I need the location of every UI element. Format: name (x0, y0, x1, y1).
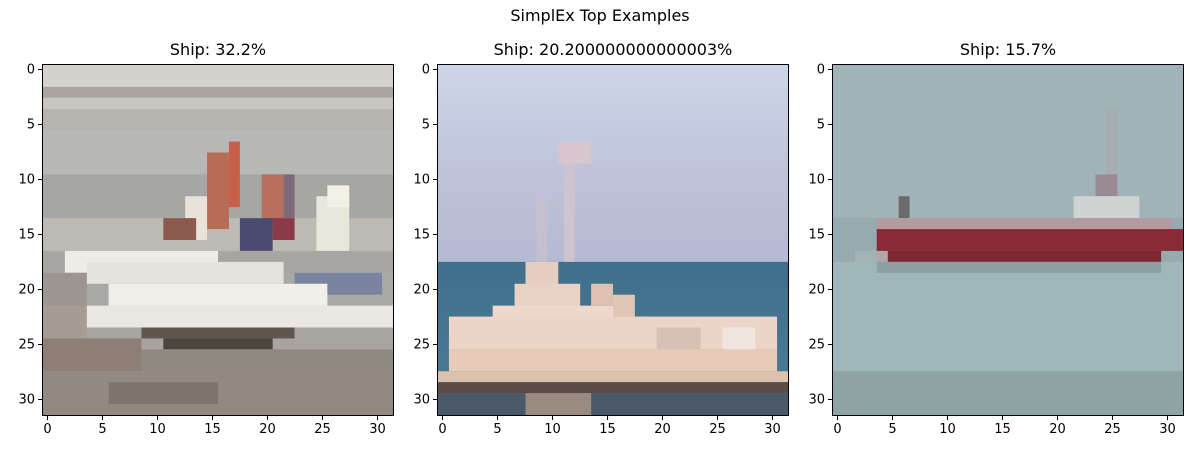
x-tick-label: 15 (994, 422, 1011, 437)
y-tick-label: 0 (421, 62, 430, 77)
y-tick-label: 25 (413, 337, 430, 352)
x-tick-mark (947, 416, 948, 420)
x-tick-label: 15 (599, 422, 616, 437)
x-tick-mark (717, 416, 718, 420)
x-tick-mark (377, 416, 378, 420)
y-tick-label: 5 (816, 117, 825, 132)
x-tick-mark (662, 416, 663, 420)
x-tick-label: 0 (43, 422, 52, 437)
x-tick-mark (322, 416, 323, 420)
x-tick-mark (1002, 416, 1003, 420)
y-tick-mark (433, 124, 437, 125)
speedboat-photo-image (42, 64, 394, 416)
x-tick-label: 20 (654, 422, 671, 437)
y-tick-mark (828, 289, 832, 290)
x-tick-mark (102, 416, 103, 420)
y-tick-label: 20 (808, 282, 825, 297)
y-tick-label: 25 (808, 337, 825, 352)
speedboat-photo-icon (43, 65, 393, 415)
x-tick-label: 25 (1104, 422, 1121, 437)
x-tick-mark (212, 416, 213, 420)
y-tick-label: 10 (413, 172, 430, 187)
y-tick-label: 20 (18, 282, 35, 297)
y-tick-mark (433, 69, 437, 70)
cargo-ship-photo-icon (833, 65, 1183, 415)
x-tick-label: 15 (204, 422, 221, 437)
x-tick-label: 20 (1049, 422, 1066, 437)
y-tick-label: 20 (413, 282, 430, 297)
x-tick-mark (267, 416, 268, 420)
y-tick-mark (38, 289, 42, 290)
x-tick-mark (552, 416, 553, 420)
y-tick-label: 15 (413, 227, 430, 242)
x-tick-label: 10 (939, 422, 956, 437)
panel-2: Ship: 20.200000000000003% (0, 0, 789, 450)
panel-2-title: Ship: 20.200000000000003% (493, 40, 733, 59)
x-tick-mark (157, 416, 158, 420)
x-tick-mark (1112, 416, 1113, 420)
y-tick-mark (38, 234, 42, 235)
x-tick-mark (892, 416, 893, 420)
cargo-ship-photo-image (832, 64, 1184, 416)
x-tick-label: 25 (314, 422, 331, 437)
x-tick-label: 10 (544, 422, 561, 437)
x-tick-mark (1167, 416, 1168, 420)
x-tick-label: 5 (888, 422, 897, 437)
x-tick-label: 5 (493, 422, 502, 437)
y-tick-label: 30 (413, 392, 430, 407)
x-tick-label: 0 (833, 422, 842, 437)
y-tick-label: 30 (808, 392, 825, 407)
x-tick-mark (442, 416, 443, 420)
x-tick-label: 30 (1159, 422, 1176, 437)
y-tick-mark (38, 69, 42, 70)
x-tick-label: 25 (709, 422, 726, 437)
y-tick-mark (38, 399, 42, 400)
y-tick-label: 0 (26, 62, 35, 77)
y-tick-label: 5 (421, 117, 430, 132)
x-tick-mark (772, 416, 773, 420)
x-tick-label: 0 (438, 422, 447, 437)
fishing-boat-photo-image (437, 64, 789, 416)
x-tick-mark (1057, 416, 1058, 420)
y-tick-mark (433, 234, 437, 235)
y-tick-mark (828, 124, 832, 125)
y-tick-mark (433, 289, 437, 290)
panel-1-title: Ship: 32.2% (169, 40, 267, 59)
x-tick-label: 10 (149, 422, 166, 437)
y-tick-mark (433, 179, 437, 180)
y-tick-mark (433, 344, 437, 345)
fishing-boat-photo-icon (438, 65, 788, 415)
x-tick-mark (497, 416, 498, 420)
x-tick-mark (47, 416, 48, 420)
y-tick-mark (38, 124, 42, 125)
y-tick-label: 0 (816, 62, 825, 77)
y-tick-mark (828, 234, 832, 235)
x-tick-label: 5 (98, 422, 107, 437)
y-tick-label: 15 (808, 227, 825, 242)
y-tick-label: 30 (18, 392, 35, 407)
y-tick-mark (828, 399, 832, 400)
y-tick-mark (828, 69, 832, 70)
panel-1: Ship: 32.2% (0, 0, 394, 450)
y-tick-label: 15 (18, 227, 35, 242)
x-tick-label: 30 (764, 422, 781, 437)
y-tick-label: 5 (26, 117, 35, 132)
y-tick-mark (433, 399, 437, 400)
x-tick-label: 20 (259, 422, 276, 437)
x-tick-mark (837, 416, 838, 420)
y-tick-label: 10 (18, 172, 35, 187)
y-tick-mark (828, 344, 832, 345)
y-tick-mark (828, 179, 832, 180)
y-tick-mark (38, 344, 42, 345)
y-tick-label: 25 (18, 337, 35, 352)
x-tick-label: 30 (369, 422, 386, 437)
x-tick-mark (607, 416, 608, 420)
y-tick-mark (38, 179, 42, 180)
panel-3-title: Ship: 15.7% (959, 40, 1057, 59)
y-tick-label: 10 (808, 172, 825, 187)
figure-title: SimplEx Top Examples (510, 6, 690, 25)
